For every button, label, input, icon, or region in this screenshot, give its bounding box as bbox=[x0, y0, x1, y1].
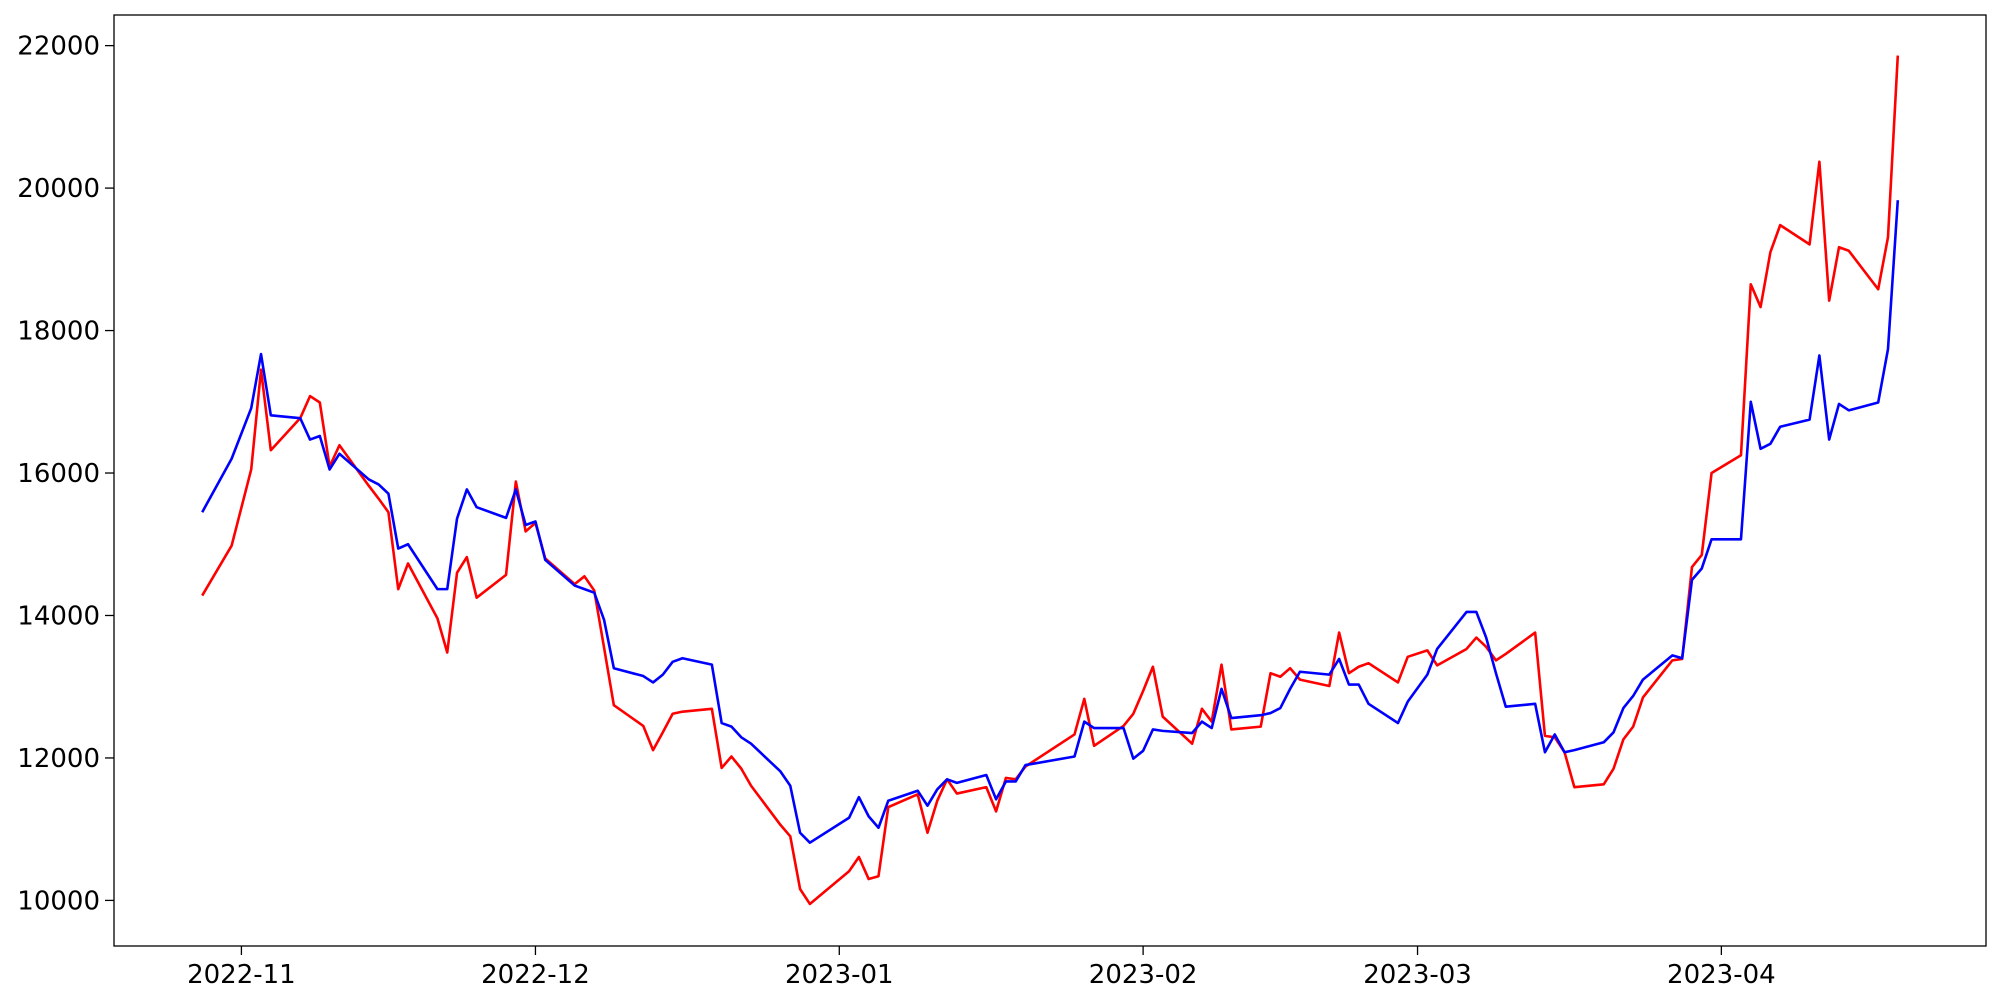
y-tick-label: 12000 bbox=[17, 744, 100, 774]
line-series bbox=[201, 55, 1900, 906]
y-tick-label: 10000 bbox=[17, 886, 100, 916]
y-tick-label: 14000 bbox=[17, 601, 100, 631]
y-tick-label: 20000 bbox=[17, 174, 100, 204]
x-tick-label: 2023-03 bbox=[1363, 960, 1472, 990]
y-tick-label: 18000 bbox=[17, 317, 100, 347]
x-tick-label: 2023-04 bbox=[1667, 960, 1776, 990]
x-tick-label: 2022-11 bbox=[187, 960, 296, 990]
x-tick-label: 2023-01 bbox=[785, 960, 894, 990]
x-tick-label: 2023-02 bbox=[1089, 960, 1198, 990]
line-series bbox=[201, 200, 1900, 845]
plot-frame bbox=[113, 14, 1987, 947]
y-tick-label: 16000 bbox=[17, 459, 100, 489]
x-tick-label: 2022-12 bbox=[481, 960, 590, 990]
y-tick-label: 22000 bbox=[17, 32, 100, 62]
